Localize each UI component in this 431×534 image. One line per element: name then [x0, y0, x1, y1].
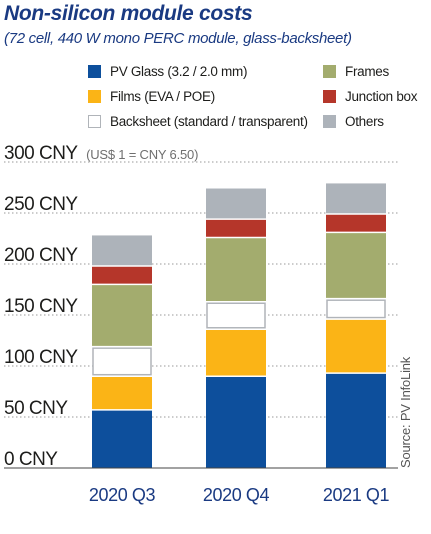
- legend-item-films: Films (EVA / POE): [88, 89, 215, 104]
- bar-2020-q3-films: [92, 376, 152, 410]
- x-tick-label-2020-q3: 2020 Q3: [89, 485, 156, 505]
- y-axis-top: 300 CNY (US$ 1 = CNY 6.50): [4, 143, 198, 165]
- exchange-rate-note: (US$ 1 = CNY 6.50): [86, 147, 199, 162]
- legend-swatch-frames: [323, 65, 336, 78]
- bar-2021-q1-junction: [326, 214, 386, 233]
- bar-2021-q1-films: [326, 319, 386, 374]
- bar-2020-q4-backsheet: [206, 302, 266, 329]
- x-tick-label-2020-q4: 2020 Q4: [203, 485, 270, 505]
- bar-2020-q3-junction: [92, 266, 152, 285]
- legend-swatch-films: [88, 90, 101, 103]
- bar-2020-q4-others: [206, 188, 266, 220]
- legend-swatch-junction-box: [323, 90, 336, 103]
- bar-2020-q4-pv: [206, 376, 266, 468]
- legend-label-frames: Frames: [345, 64, 389, 79]
- legend-label-pv-glass: PV Glass (3.2 / 2.0 mm): [110, 64, 248, 79]
- legend-item-junction-box: Junction box: [323, 89, 418, 104]
- legend-item-backsheet: Backsheet (standard / transparent): [88, 114, 308, 129]
- legend: PV Glass (3.2 / 2.0 mm) Frames Films (EV…: [88, 64, 428, 136]
- legend-item-frames: Frames: [323, 64, 389, 79]
- legend-label-others: Others: [345, 114, 384, 129]
- bar-2020-q4-films: [206, 329, 266, 377]
- chart-subtitle: (72 cell, 440 W mono PERC module, glass-…: [4, 30, 352, 47]
- legend-label-films: Films (EVA / POE): [110, 89, 215, 104]
- legend-item-pv-glass: PV Glass (3.2 / 2.0 mm): [88, 64, 247, 79]
- bar-2021-q1-others: [326, 183, 386, 215]
- chart-title: Non-silicon module costs: [4, 2, 253, 25]
- y-tick-label-300: 300 CNY: [4, 143, 78, 164]
- legend-label-junction-box: Junction box: [345, 89, 418, 104]
- bar-2020-q3-others: [92, 235, 152, 267]
- legend-swatch-others: [323, 115, 336, 128]
- y-tick-label-0: 0 CNY: [4, 449, 58, 470]
- legend-swatch-backsheet: [88, 115, 101, 128]
- y-tick-label-150: 150 CNY: [4, 296, 78, 317]
- y-tick-label-200: 200 CNY: [4, 245, 78, 266]
- y-tick-label-50: 50 CNY: [4, 398, 68, 419]
- legend-label-backsheet: Backsheet (standard / transparent): [110, 114, 308, 129]
- bar-2020-q4-frames: [206, 237, 266, 302]
- bar-2020-q3-pv: [92, 409, 152, 468]
- bar-2021-q1-frames: [326, 232, 386, 299]
- source-credit: Source: PV InfoLink: [398, 356, 413, 468]
- legend-swatch-pv-glass: [88, 65, 101, 78]
- bar-2021-q1-pv: [326, 373, 386, 468]
- legend-item-others: Others: [323, 114, 384, 129]
- bar-2021-q1-backsheet: [326, 299, 386, 319]
- x-tick-label-2021-q1: 2021 Q1: [323, 485, 390, 505]
- bar-2020-q3-frames: [92, 284, 152, 347]
- y-tick-label-250: 250 CNY: [4, 194, 78, 215]
- bar-2020-q3-backsheet: [92, 347, 152, 376]
- y-tick-label-100: 100 CNY: [4, 347, 78, 368]
- bar-2020-q4-junction: [206, 219, 266, 238]
